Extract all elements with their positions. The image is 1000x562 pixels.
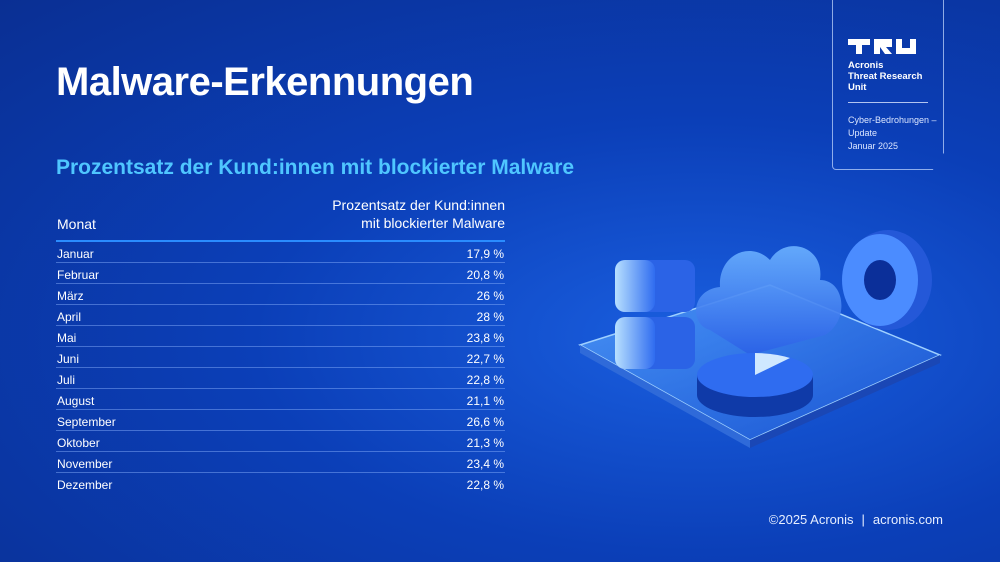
percentage-value: 20,8 % — [466, 268, 504, 282]
percentage-value: 22,8 % — [466, 478, 504, 492]
table-row: Juni 22,7 % — [56, 347, 505, 368]
percentage-value: 21,3 % — [466, 436, 504, 450]
month-label: März — [57, 289, 84, 303]
percentage-value: 17,9 % — [466, 247, 504, 261]
month-label: Februar — [57, 268, 100, 282]
badge-org-line3: Unit — [848, 82, 867, 93]
percentage-value: 23,8 % — [466, 331, 504, 345]
table-row: April 28 % — [56, 305, 505, 326]
footer: ©2025 Acronis | acronis.com — [769, 512, 943, 527]
table-row: Dezember 22,8 % — [56, 473, 505, 493]
month-label: September — [57, 415, 116, 429]
column-header-month: Monat — [57, 216, 96, 232]
percentage-value: 28 % — [476, 310, 504, 324]
data-table: Monat Prozentsatz der Kund:innen mit blo… — [56, 196, 505, 493]
month-label: Januar — [57, 247, 94, 261]
table-body: Januar 17,9 % Februar 20,8 % März 26 % April 28… — [56, 242, 505, 493]
percentage-value: 21,1 % — [466, 394, 504, 408]
tru-badge: Acronis Threat Research Unit Cyber-Bedro… — [832, 0, 944, 170]
percentage-value: 23,4 % — [466, 457, 504, 471]
footer-site: acronis.com — [872, 512, 943, 527]
percentage-value: 26,6 % — [466, 415, 504, 429]
pie-chart-icon — [697, 353, 813, 417]
percentage-value: 26 % — [476, 289, 504, 303]
cloud-icon — [696, 246, 842, 355]
percentage-value: 22,8 % — [466, 373, 504, 387]
chart-subtitle: Prozentsatz der Kund:innen mit blockiert… — [56, 156, 575, 179]
table-row: Januar 17,9 % — [56, 242, 505, 263]
badge-issue-title: Cyber-Bedrohungen – Update — [848, 115, 937, 138]
table-row: September 26,6 % — [56, 410, 505, 431]
table-row: November 23,4 % — [56, 452, 505, 473]
table-row: Oktober 21,3 % — [56, 431, 505, 452]
table-row: Juli 22,8 % — [56, 368, 505, 389]
footer-separator: | — [861, 512, 865, 527]
footer-copyright: ©2025 Acronis — [768, 512, 854, 527]
table-row: August 21,1 % — [56, 389, 505, 410]
badge-org-name: Acronis Threat Research Unit — [848, 60, 922, 93]
badge-org-line2: Threat Research — [848, 71, 923, 82]
column-header-percentage: Prozentsatz der Kund:innen mit blockiert… — [332, 196, 505, 232]
column-header-percentage-line2: mit blockierter Malware — [361, 215, 505, 231]
month-label: November — [57, 457, 113, 471]
table-row: Mai 23,8 % — [56, 326, 505, 347]
month-label: April — [57, 310, 82, 324]
month-label: Mai — [57, 331, 77, 345]
tru-logo-icon — [848, 39, 916, 54]
percentage-value: 22,7 % — [466, 352, 504, 366]
table-header: Monat Prozentsatz der Kund:innen mit blo… — [56, 196, 505, 242]
month-label: August — [57, 394, 95, 408]
month-label: Dezember — [57, 478, 113, 492]
donut-chart-icon — [842, 230, 932, 330]
month-label: Juli — [57, 373, 76, 387]
table-row: März 26 % — [56, 284, 505, 305]
month-label: Oktober — [57, 436, 100, 450]
badge-issue-date: Januar 2025 — [848, 141, 899, 151]
server-icon — [615, 260, 695, 369]
badge-issue: Cyber-Bedrohungen – Update Januar 2025 — [848, 114, 943, 153]
page-title: Malware-Erkennungen — [56, 60, 474, 104]
badge-org-line1: Acronis — [848, 60, 884, 71]
month-label: Juni — [57, 352, 80, 366]
column-header-percentage-line1: Prozentsatz der Kund:innen — [332, 197, 505, 213]
security-illustration — [578, 230, 942, 448]
badge-divider — [848, 102, 928, 103]
table-row: Februar 20,8 % — [56, 263, 505, 284]
glass-plate-edge — [580, 345, 750, 448]
